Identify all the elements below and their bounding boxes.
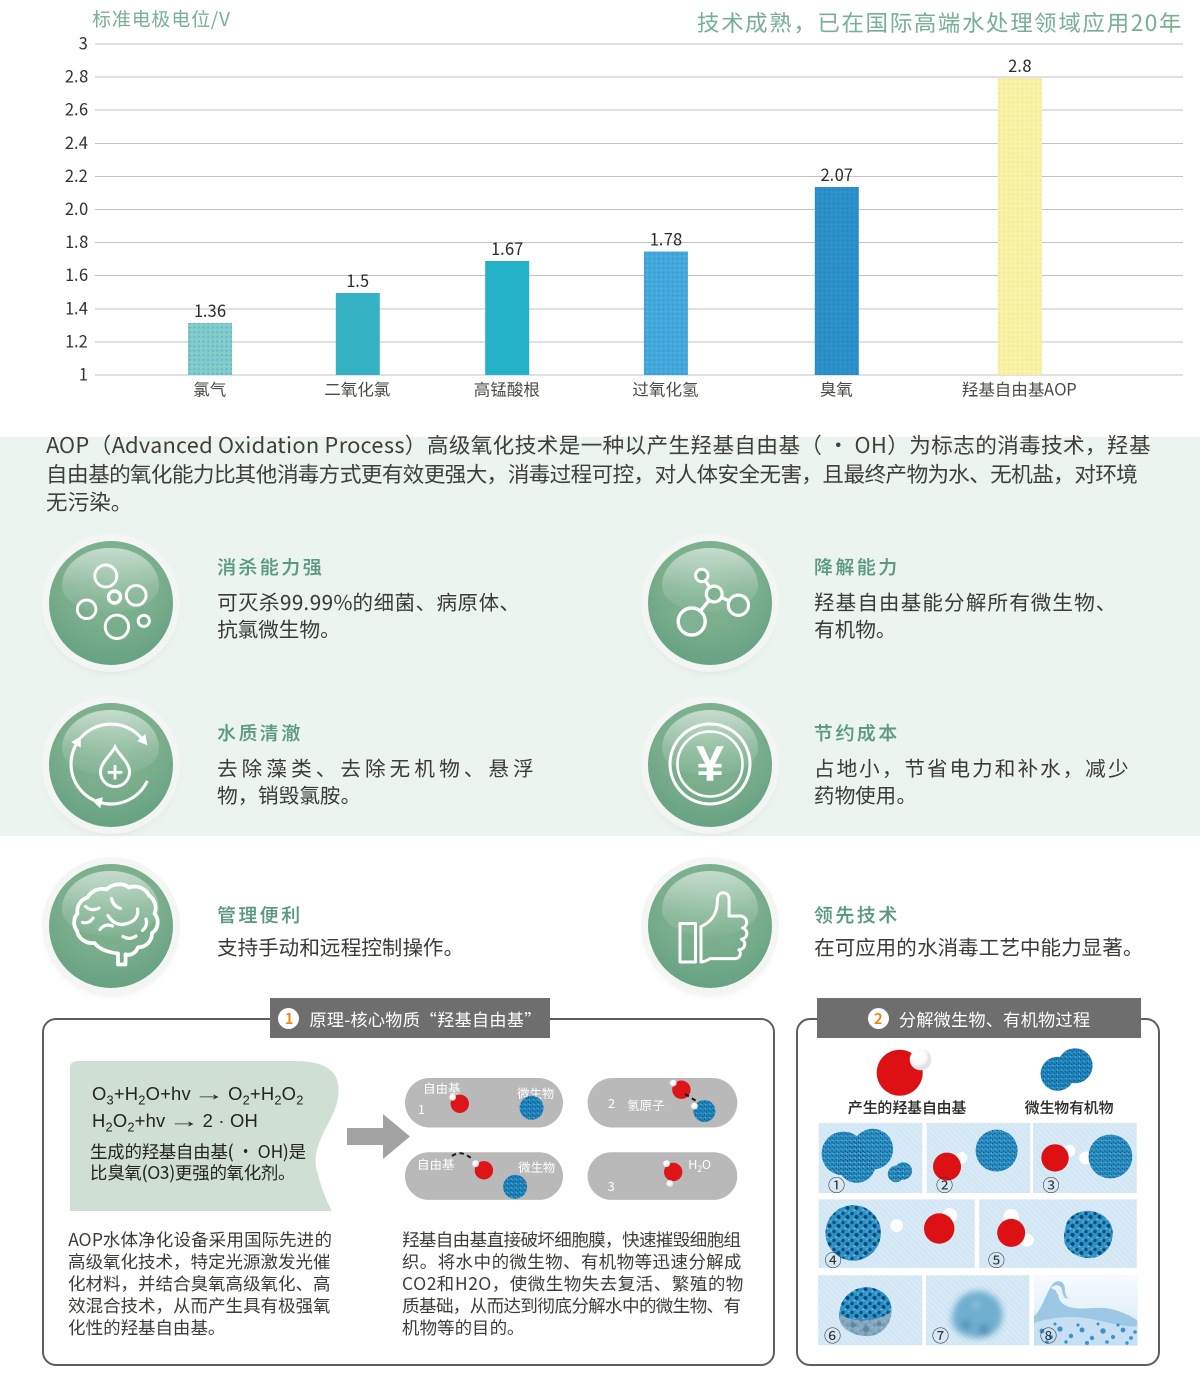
svg-text:②: ② (936, 1172, 953, 1197)
svg-text:自由基: 自由基 (423, 1078, 461, 1097)
svg-text:H2O: H2O (688, 1154, 711, 1175)
svg-text:标准电极电位/V: 标准电极电位/V (92, 5, 231, 32)
svg-text:2.2: 2.2 (65, 163, 88, 187)
svg-text:③: ③ (1043, 1172, 1060, 1197)
svg-text:1.67: 1.67 (491, 236, 523, 260)
svg-text:2.8: 2.8 (65, 64, 88, 88)
svg-text:自由基: 自由基 (417, 1154, 455, 1173)
svg-text:2.07: 2.07 (821, 162, 853, 186)
svg-text:1.36: 1.36 (194, 298, 226, 322)
svg-text:⑧: ⑧ (1040, 1322, 1057, 1347)
svg-text:3: 3 (79, 31, 88, 55)
svg-text:2.8: 2.8 (1008, 53, 1031, 77)
svg-text:微生物: 微生物 (518, 1157, 556, 1176)
svg-text:1: 1 (79, 362, 88, 386)
svg-text:过氧化氢: 过氧化氢 (632, 377, 699, 401)
svg-text:¥: ¥ (696, 736, 724, 792)
svg-text:羟基自由基AOP: 羟基自由基AOP (962, 377, 1077, 401)
svg-text:高锰酸根: 高锰酸根 (474, 377, 540, 401)
svg-text:2: 2 (608, 1093, 615, 1112)
svg-text:⑥: ⑥ (824, 1322, 841, 1347)
svg-text:氢原子: 氢原子 (627, 1095, 665, 1114)
svg-text:3: 3 (608, 1176, 615, 1195)
svg-text:1.4: 1.4 (65, 295, 89, 319)
svg-text:⑤: ⑤ (988, 1247, 1005, 1272)
svg-text:1.2: 1.2 (65, 328, 88, 352)
svg-text:1: 1 (418, 1099, 425, 1118)
svg-text:二氧化氯: 二氧化氯 (324, 377, 390, 401)
svg-text:2.0: 2.0 (65, 196, 88, 220)
svg-text:1.78: 1.78 (650, 227, 682, 251)
svg-text:1.6: 1.6 (65, 262, 88, 286)
svg-text:氯气: 氯气 (193, 377, 226, 401)
svg-text:臭氧: 臭氧 (820, 377, 853, 401)
svg-text:④: ④ (825, 1247, 842, 1272)
svg-text:①: ① (828, 1172, 845, 1197)
svg-text:2.4: 2.4 (65, 130, 89, 154)
svg-text:1.5: 1.5 (346, 268, 369, 292)
svg-text:技术成熟，已在国际高端水处理领域应用20年: 技术成熟，已在国际高端水处理领域应用20年 (697, 6, 1183, 38)
svg-text:2.6: 2.6 (65, 97, 88, 121)
svg-text:⑦: ⑦ (932, 1322, 949, 1347)
svg-text:1.8: 1.8 (65, 229, 88, 253)
